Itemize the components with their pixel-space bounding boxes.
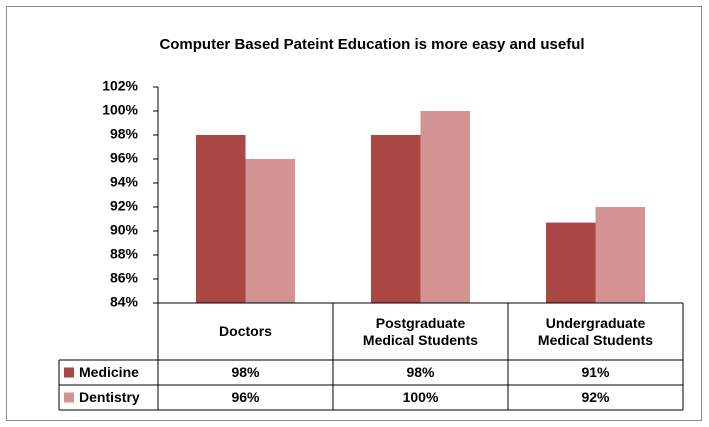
chart-title: Computer Based Pateint Education is more… bbox=[159, 36, 584, 53]
bar bbox=[196, 135, 246, 303]
y-tick-label: 94% bbox=[110, 174, 139, 190]
y-tick-label: 92% bbox=[110, 198, 139, 214]
bar bbox=[245, 159, 295, 303]
data-label: 98% bbox=[231, 364, 260, 380]
data-label: 92% bbox=[581, 389, 610, 405]
y-tick-label: 88% bbox=[110, 246, 139, 262]
y-tick-label: 100% bbox=[102, 102, 138, 118]
legend-label: Dentistry bbox=[79, 389, 140, 405]
y-tick-label: 86% bbox=[110, 270, 139, 286]
y-tick-label: 98% bbox=[110, 126, 139, 142]
y-tick-label: 96% bbox=[110, 150, 139, 166]
data-label: 91% bbox=[581, 364, 610, 380]
data-label: 98% bbox=[406, 364, 435, 380]
legend-swatch bbox=[64, 367, 74, 378]
y-tick-label: 84% bbox=[110, 294, 139, 310]
bar bbox=[595, 207, 645, 303]
x-tick-label: Undergraduate Medical Students bbox=[537, 314, 654, 348]
legend-swatch bbox=[64, 392, 74, 403]
y-tick-label: 102% bbox=[102, 78, 138, 94]
bar bbox=[371, 135, 421, 303]
x-tick-label: Postgraduate Medical Students bbox=[362, 314, 479, 348]
bar bbox=[420, 111, 470, 303]
bar bbox=[546, 222, 596, 303]
x-tick-label: Doctors bbox=[219, 323, 272, 339]
legend-label: Medicine bbox=[79, 364, 139, 380]
data-label: 96% bbox=[231, 389, 260, 405]
data-label: 100% bbox=[403, 389, 439, 405]
chart-border bbox=[6, 6, 702, 421]
y-tick-label: 90% bbox=[110, 222, 139, 238]
